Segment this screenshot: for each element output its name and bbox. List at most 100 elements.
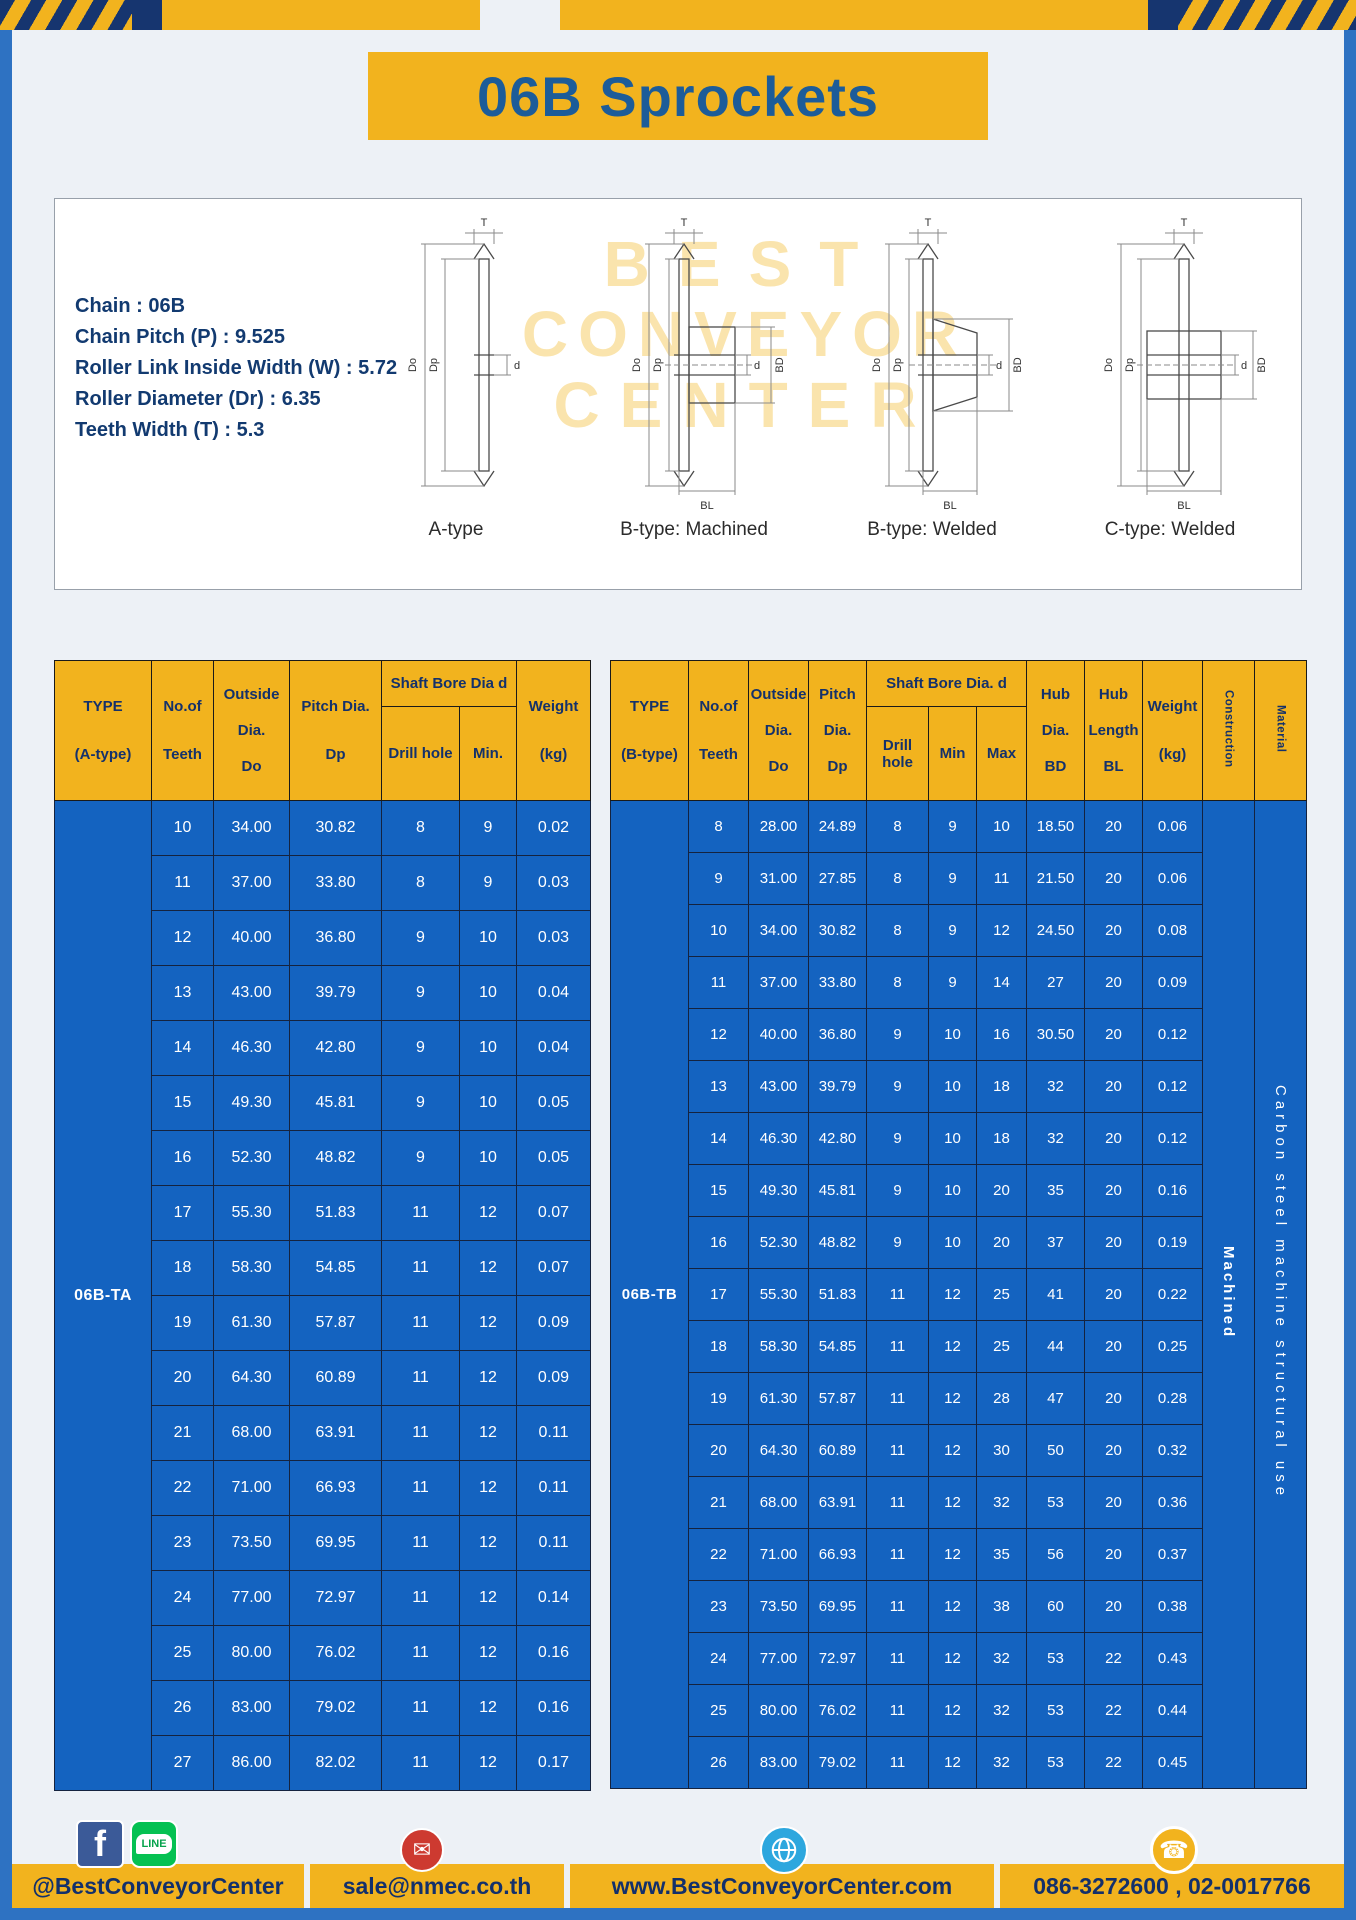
data-cell: 12 [459,1405,517,1461]
data-cell: 20 [1084,1424,1144,1477]
data-cell: 0.09 [1142,956,1204,1009]
data-cell: 18 [688,1320,749,1373]
data-cell: 32 [975,1632,1028,1685]
data-cell: 9 [866,1216,929,1269]
data-cell: 54.85 [289,1240,382,1296]
col-header-teeth: No.of Teeth [151,660,214,801]
data-cell: 0.03 [516,910,591,966]
data-cell: 33.80 [289,855,382,911]
data-cell: 83.00 [213,1680,290,1736]
diagram-label: B-type: Welded [867,519,997,540]
diagram-panel: BEST CONVEYOR CENTER Chain : 06B Chain P… [54,198,1302,590]
data-cell: 0.19 [1142,1216,1204,1269]
data-cell: 9 [866,1164,929,1217]
data-cell: 12 [928,1528,977,1581]
data-cell: 10 [459,910,517,966]
table-row: 19 61.30 57.87 11 12 0.09 [55,1295,591,1351]
b-type-welded-diagram: T Do Dp d BD BL B-type: Welded [813,215,1051,541]
data-cell: 18 [975,1112,1028,1165]
dim-label-bd: BD [774,357,786,372]
table-row: 12 40.00 36.80 9 10 0.03 [55,910,591,966]
col-header-outside-dia: Outside Dia. Do [748,660,809,801]
col-header-drill-hole: Drill hole [866,706,929,801]
dim-label-bd: BD [1012,357,1024,372]
data-cell: 11 [866,1736,929,1789]
data-cell: 11 [381,1515,460,1571]
data-cell: 60 [1026,1580,1086,1633]
diagram-label: C-type: Welded [1104,519,1236,540]
data-cell: 86.00 [213,1735,290,1791]
data-cell: 12 [688,1008,749,1061]
data-cell: 11 [975,852,1028,905]
data-cell: 22 [1084,1684,1144,1737]
data-cell: 26 [151,1680,214,1736]
data-cell: 72.97 [289,1570,382,1626]
data-cell: 69.95 [289,1515,382,1571]
data-cell: 20 [1084,1112,1144,1165]
data-cell: 26 [688,1736,749,1789]
data-cell: 52.30 [213,1130,290,1186]
b-type-machined-diagram: T Do Dp d BD BL B-type: Machined [575,215,813,541]
data-cell: 11 [381,1240,460,1296]
data-cell: 20 [975,1216,1028,1269]
data-cell: 76.02 [808,1684,867,1737]
data-cell: 11 [866,1632,929,1685]
data-cell: 20 [1084,1216,1144,1269]
data-cell: 71.00 [748,1528,809,1581]
data-cell: 83.00 [748,1736,809,1789]
table-row: 14 46.30 42.80 9 10 18 32 20 0.12 [611,1112,1307,1165]
data-cell: 19 [688,1372,749,1425]
data-cell: 23 [151,1515,214,1571]
hazard-navy-block [132,0,162,30]
data-cell: 0.07 [516,1240,591,1296]
data-cell: 20 [1084,1268,1144,1321]
data-cell: 9 [381,1020,460,1076]
phone-icon: ☎ [1150,1826,1198,1874]
data-cell: 82.02 [289,1735,382,1791]
table-row: 13 43.00 39.79 9 10 0.04 [55,965,591,1021]
table-row: 17 55.30 51.83 11 12 0.07 [55,1185,591,1241]
data-cell: 0.16 [516,1625,591,1681]
data-cell: 20 [1084,1008,1144,1061]
data-cell: 60.89 [289,1350,382,1406]
data-cell: 46.30 [748,1112,809,1165]
data-cell: 12 [459,1350,517,1406]
data-cell: 0.05 [516,1130,591,1186]
data-cell: 10 [975,800,1028,853]
data-cell: 0.09 [516,1350,591,1406]
data-cell: 24.50 [1026,904,1086,957]
data-cell: 11 [866,1320,929,1373]
diagram-label: A-type [428,519,484,540]
data-cell: 53 [1026,1476,1086,1529]
data-cell: 28.00 [748,800,809,853]
data-cell: 0.16 [1142,1164,1204,1217]
dim-label-dp: Dp [892,358,904,372]
data-cell: 24 [151,1570,214,1626]
data-cell: 9 [459,800,517,856]
page-title: 06B Sprockets [476,64,880,128]
data-cell: 40.00 [213,910,290,966]
data-cell: 0.12 [1142,1008,1204,1061]
globe-icon [760,1826,808,1874]
table-row: 06B-TB 8 28.00 24.89 8 9 10 18.50 20 0.06 Machined… [610,800,1308,1789]
data-cell: 11 [866,1476,929,1529]
dim-label-dp: Dp [428,358,440,372]
data-cell: 37.00 [213,855,290,911]
data-cell: 9 [928,904,977,957]
data-cell: 0.25 [1142,1320,1204,1373]
data-cell: 0.45 [1142,1736,1204,1789]
data-cell: 0.36 [1142,1476,1204,1529]
page-border-right [1344,26,1356,1920]
data-cell: 48.82 [808,1216,867,1269]
data-cell: 11 [381,1460,460,1516]
data-cell: 12 [459,1185,517,1241]
data-cell: 10 [688,904,749,957]
col-header-hub-length: Hub Length BL [1084,660,1144,801]
hazard-bar-left [0,0,480,30]
data-cell: 43.00 [748,1060,809,1113]
table-row: 06B-TA 10 34.00 30.82 8 9 0.02 [54,800,591,1791]
table-row: 22 71.00 66.93 11 12 35 56 20 0.37 [611,1528,1307,1581]
dim-label-t: T [925,217,932,229]
data-cell: 9 [928,852,977,905]
data-cell: 12 [928,1320,977,1373]
